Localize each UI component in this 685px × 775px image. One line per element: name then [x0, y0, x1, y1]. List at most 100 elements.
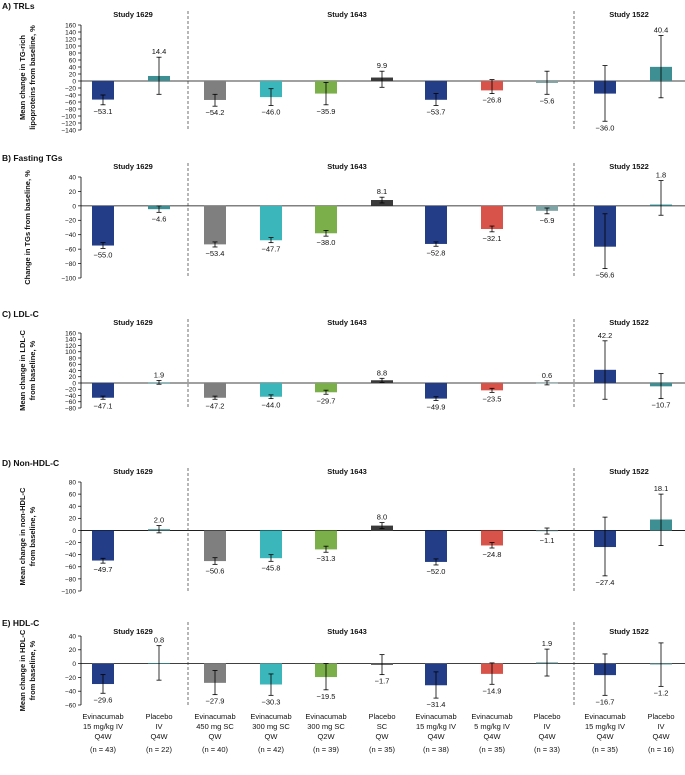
bar	[425, 81, 447, 100]
y-tick-label: −100	[61, 113, 76, 120]
y-tick-label: −80	[65, 261, 76, 268]
data-label: −1.7	[375, 677, 390, 686]
group-label: Q4W	[538, 732, 556, 741]
y-axis-title: from baseline, %	[28, 340, 37, 400]
data-label: 2.0	[154, 516, 164, 525]
y-tick-label: 0	[72, 528, 76, 535]
data-label: −54.2	[206, 108, 225, 117]
data-label: −23.5	[483, 394, 502, 403]
bar	[92, 205, 114, 246]
y-tick-label: −40	[65, 92, 76, 99]
data-label: 0.8	[154, 636, 164, 645]
data-label: 0.6	[542, 371, 552, 380]
group-n-label: (n = 42)	[258, 745, 285, 754]
study-label: Study 1629	[113, 467, 153, 476]
y-tick-label: −20	[65, 218, 76, 225]
data-label: −29.7	[317, 396, 336, 405]
y-tick-label: 0	[72, 203, 76, 210]
bar	[204, 205, 226, 245]
group-label: 15 mg/kg IV	[416, 722, 456, 731]
y-tick-label: −100	[61, 588, 76, 595]
y-tick-label: −60	[65, 99, 76, 106]
study-label: Study 1643	[327, 162, 367, 171]
group-label: Evinacumab	[250, 712, 291, 721]
y-tick-label: 40	[69, 504, 77, 511]
group-n-label: (n = 39)	[313, 745, 340, 754]
study-label: Study 1643	[327, 467, 367, 476]
data-label: 42.2	[598, 331, 613, 340]
study-label: Study 1522	[609, 162, 649, 171]
data-label: 18.1	[654, 484, 669, 493]
y-tick-label: 20	[69, 374, 77, 381]
group-label: Q4W	[652, 732, 670, 741]
y-axis-title: Mean change in TG-rich	[18, 35, 27, 120]
panel-3: D) Non-HDL-C Study 1629 Study 1643 Study 15…	[2, 458, 685, 595]
y-tick-label: −80	[65, 405, 76, 412]
data-label: −6.9	[540, 216, 555, 225]
data-label: 8.1	[377, 187, 387, 196]
data-label: −5.6	[540, 96, 555, 105]
data-label: −24.8	[483, 550, 502, 559]
y-axis-title: Mean change in LDL-C	[18, 330, 27, 411]
y-tick-label: 60	[69, 57, 77, 64]
panel-label: C) LDL-C	[2, 309, 39, 319]
group-label: Evinacumab	[584, 712, 625, 721]
data-label: 9.9	[377, 61, 387, 70]
data-label: 8.0	[377, 513, 387, 522]
data-label: −31.3	[317, 554, 336, 563]
group-label: Q4W	[94, 732, 112, 741]
group-label: Evinacumab	[305, 712, 346, 721]
y-tick-label: −40	[65, 232, 76, 239]
data-label: −32.1	[483, 234, 502, 243]
data-label: −53.1	[94, 107, 113, 116]
group-label: Q4W	[483, 732, 501, 741]
y-tick-label: 0	[72, 380, 76, 387]
group-n-label: (n = 43)	[90, 745, 117, 754]
y-tick-label: 80	[69, 479, 77, 486]
bar	[481, 383, 503, 391]
y-tick-label: 60	[69, 362, 77, 369]
y-tick-label: 100	[65, 43, 76, 50]
data-label: −27.4	[596, 578, 615, 587]
group-n-label: (n = 35)	[369, 745, 396, 754]
data-label: −26.8	[483, 96, 502, 105]
group-label: 15 mg/kg IV	[83, 722, 123, 731]
group-label: Q4W	[596, 732, 614, 741]
y-tick-label: 160	[65, 22, 76, 29]
study-label: Study 1643	[327, 627, 367, 636]
y-tick-label: 120	[65, 343, 76, 350]
bar	[481, 530, 503, 546]
y-tick-label: 160	[65, 330, 76, 337]
bar	[92, 530, 114, 561]
data-label: −45.8	[262, 563, 281, 572]
study-label: Study 1522	[609, 10, 649, 19]
data-label: −10.7	[652, 401, 671, 410]
group-label: 15 mg/kg IV	[585, 722, 625, 731]
data-label: −19.5	[317, 692, 336, 701]
y-tick-label: 140	[65, 337, 76, 344]
bar	[204, 383, 226, 398]
group-n-label: (n = 35)	[479, 745, 506, 754]
panel-label: A) TRLs	[2, 1, 35, 11]
group-label: Placebo	[647, 712, 674, 721]
y-axis-title: Change in TGs from baseline, %	[23, 170, 32, 285]
y-tick-label: −40	[65, 552, 76, 559]
y-tick-label: 40	[69, 64, 77, 71]
group-label: IV	[657, 722, 664, 731]
data-label: −53.4	[206, 249, 225, 258]
y-tick-label: 20	[69, 189, 77, 196]
y-tick-label: 80	[69, 355, 77, 362]
study-label: Study 1522	[609, 467, 649, 476]
y-tick-label: −120	[61, 120, 76, 127]
data-label: −1.1	[540, 536, 555, 545]
study-label: Study 1643	[327, 10, 367, 19]
y-tick-label: 100	[65, 349, 76, 356]
data-label: −47.7	[262, 245, 281, 254]
panel-label: E) HDL-C	[2, 618, 39, 628]
data-label: −56.6	[596, 271, 615, 280]
y-tick-label: 0	[72, 78, 76, 85]
group-n-label: (n = 38)	[423, 745, 450, 754]
group-label: 300 mg SC	[307, 722, 345, 731]
group-n-label: (n = 33)	[534, 745, 561, 754]
